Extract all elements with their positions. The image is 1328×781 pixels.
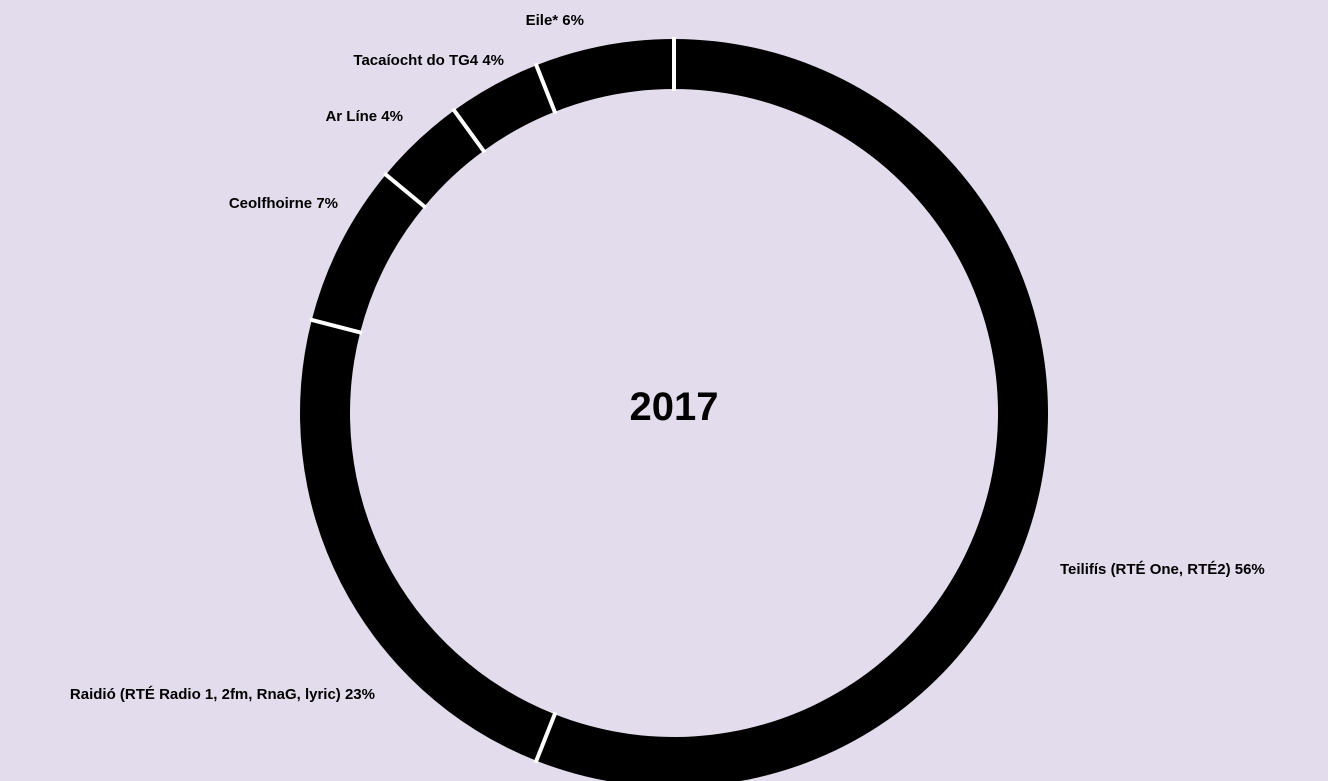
pie-slice <box>299 319 555 761</box>
slice-label: Tacaíocht do TG4 4% <box>353 52 504 69</box>
separators-group <box>309 37 676 764</box>
pie-slice <box>536 39 674 112</box>
slice-label: Raidió (RTÉ Radio 1, 2fm, RnaG, lyric) 2… <box>70 686 375 703</box>
slice-label: Ceolfhoirne 7% <box>229 195 338 212</box>
slice-separator <box>309 317 363 335</box>
chart-title: 2017 <box>630 385 719 429</box>
labels-group: Teilifís (RTÉ One, RTÉ2) 56% Raidió (RTÉ … <box>70 12 1265 703</box>
slice-separator <box>533 711 558 764</box>
slices-group <box>299 39 1048 781</box>
slice-label: Teilifís (RTÉ One, RTÉ2) 56% <box>1060 561 1265 578</box>
slice-label: Ar Líne 4% <box>325 108 403 125</box>
pie-slice <box>311 174 425 333</box>
pie-slice <box>536 39 1048 781</box>
slice-label: Eile* 6% <box>526 12 584 29</box>
pie-slice <box>454 65 555 151</box>
slice-separator <box>451 107 487 154</box>
pie-slice <box>385 110 484 207</box>
slice-separator <box>533 62 558 115</box>
slice-separator <box>383 171 428 210</box>
